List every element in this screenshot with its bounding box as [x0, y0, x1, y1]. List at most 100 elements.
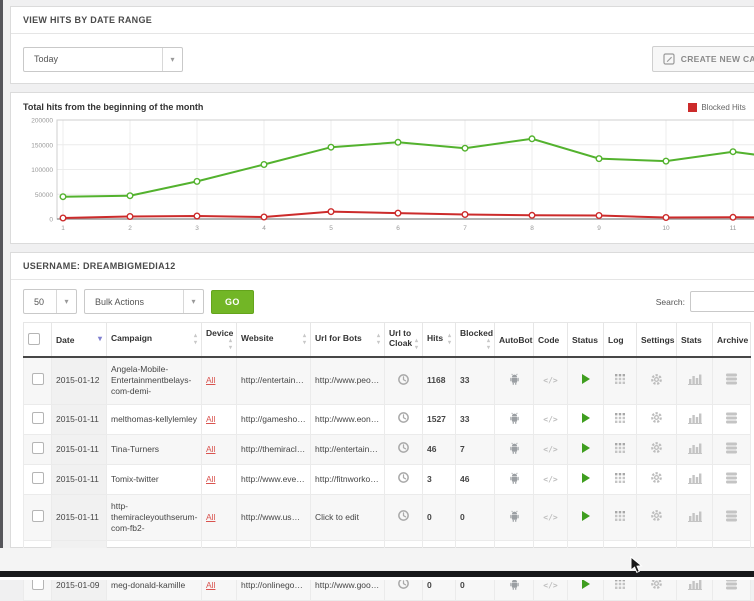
sort-both-icon: ▴ ▾ — [228, 338, 232, 351]
archive-icon[interactable] — [725, 472, 738, 484]
cloak-url-icon[interactable] — [397, 509, 410, 522]
status-play-icon[interactable] — [581, 442, 591, 454]
log-icon[interactable] — [614, 510, 626, 522]
settings-gear-icon[interactable] — [650, 471, 663, 484]
device-link[interactable]: All — [206, 375, 216, 386]
search-input[interactable] — [690, 291, 754, 312]
log-cell — [603, 356, 637, 405]
status-play-icon[interactable] — [581, 472, 591, 484]
stats-chart-cell — [676, 356, 713, 405]
stats-chart-icon[interactable] — [687, 373, 702, 386]
column-header-device[interactable]: Device ▴ ▾ — [201, 322, 237, 359]
stats-chart-icon[interactable] — [687, 442, 702, 454]
settings-gear-icon[interactable] — [650, 509, 663, 522]
cloak-url-cell — [384, 356, 423, 405]
settings-gear-icon[interactable] — [650, 373, 663, 386]
stats-chart-icon[interactable] — [687, 510, 702, 522]
select-all-checkbox[interactable] — [28, 332, 40, 345]
cloak-url-icon[interactable] — [397, 411, 410, 424]
stats-chart-icon[interactable] — [687, 472, 702, 484]
archive-icon[interactable] — [725, 412, 738, 424]
website-cell: http://gameshownews.net — [236, 403, 311, 435]
autobot-icon[interactable] — [508, 509, 521, 523]
status-play-icon[interactable] — [581, 412, 591, 424]
log-icon[interactable] — [614, 442, 626, 454]
bulk-actions-select[interactable]: Bulk Actions ▾ — [84, 289, 204, 314]
row-select-cell — [23, 433, 52, 465]
row-select-cell — [23, 403, 52, 435]
svg-text:200000: 200000 — [31, 118, 53, 125]
table-row: 2015-01-11 http-themiracleyouthserum-com-… — [23, 493, 751, 541]
log-icon[interactable] — [614, 472, 626, 484]
column-header-blocked[interactable]: Blocked ▴ ▾ — [455, 322, 495, 359]
date-range-select[interactable]: Today ▾ — [23, 46, 183, 72]
code-icon[interactable]: </> — [543, 512, 558, 522]
device-cell: All — [201, 403, 237, 435]
campaign-cell: Tina-Turners — [106, 433, 202, 465]
mouse-cursor — [630, 556, 643, 574]
column-label: Log — [608, 334, 624, 345]
column-label: Settings — [641, 334, 675, 345]
code-icon[interactable]: </> — [543, 474, 558, 484]
url_for_bots-cell[interactable]: http://www.people.com/ar... — [310, 356, 385, 405]
settings-gear-icon[interactable] — [650, 411, 663, 424]
device-link[interactable]: All — [206, 511, 216, 522]
campaign-cell: Tomix-twitter — [106, 463, 202, 495]
device-link[interactable]: All — [206, 473, 216, 484]
archive-icon[interactable] — [725, 510, 738, 522]
cloak-url-icon[interactable] — [397, 373, 410, 386]
status-play-icon[interactable] — [581, 373, 591, 385]
log-icon[interactable] — [614, 412, 626, 424]
go-button[interactable]: GO — [211, 289, 254, 314]
url_for_bots-cell[interactable]: http://fitnworkout.com/ — [310, 463, 385, 495]
row-checkbox[interactable] — [31, 411, 44, 424]
column-header-url-to-cloak[interactable]: Url to Cloak ▴ ▾ — [384, 322, 423, 359]
code-icon[interactable]: </> — [543, 376, 558, 386]
row-checkbox[interactable] — [31, 373, 44, 386]
window-bottom-bar — [0, 571, 754, 577]
cloak-url-icon[interactable] — [397, 441, 410, 454]
column-header-date[interactable]: Date ▾ — [51, 322, 107, 359]
autobot-icon[interactable] — [508, 441, 521, 455]
archive-icon[interactable] — [725, 373, 738, 385]
row-checkbox[interactable] — [31, 509, 44, 522]
hits-cell: 0 — [422, 493, 456, 541]
device-link[interactable]: All — [206, 413, 216, 424]
row-checkbox[interactable] — [31, 471, 44, 484]
column-header-url-for-bots[interactable]: Url for Bots ▴ ▾ — [310, 322, 385, 359]
svg-text:100000: 100000 — [31, 167, 53, 174]
status-play-icon[interactable] — [581, 510, 591, 522]
code-icon[interactable]: </> — [543, 580, 558, 590]
svg-text:1: 1 — [61, 225, 65, 232]
log-cell — [603, 433, 637, 465]
url_for_bots-cell[interactable]: Click to edit — [310, 493, 385, 541]
column-header-campaign[interactable]: Campaign ▴ ▾ — [106, 322, 202, 359]
code-icon[interactable]: </> — [543, 444, 558, 454]
device-link[interactable]: All — [206, 579, 216, 590]
url_for_bots-cell[interactable]: http://entertainthis.usatod... — [310, 433, 385, 465]
autobot-icon[interactable] — [508, 411, 521, 425]
settings-gear-cell — [636, 493, 677, 541]
url_for_bots-cell[interactable]: http://www.eonline.com/e... — [310, 403, 385, 435]
code-cell: </> — [533, 433, 568, 465]
stats-chart-icon[interactable] — [687, 412, 702, 424]
page-background — [0, 548, 754, 571]
svg-text:3: 3 — [195, 225, 199, 232]
log-icon[interactable] — [614, 373, 626, 385]
archive-icon[interactable] — [725, 442, 738, 454]
sort-both-icon: ▴ ▾ — [193, 333, 197, 346]
sort-both-icon: ▴ ▾ — [414, 338, 418, 351]
column-header-hits[interactable]: Hits ▴ ▾ — [422, 322, 456, 359]
device-link[interactable]: All — [206, 443, 216, 454]
settings-gear-icon[interactable] — [650, 441, 663, 454]
autobot-icon[interactable] — [508, 471, 521, 485]
row-checkbox[interactable] — [31, 441, 44, 454]
blocked-cell: 7 — [455, 433, 495, 465]
autobot-icon[interactable] — [508, 372, 521, 386]
cloak-url-cell — [384, 493, 423, 541]
create-new-campaign-button[interactable]: CREATE NEW CAMPAIGN — [651, 46, 754, 72]
code-icon[interactable]: </> — [543, 414, 558, 424]
page-size-select[interactable]: 50 ▾ — [23, 289, 77, 314]
cloak-url-icon[interactable] — [397, 471, 410, 484]
column-header-website[interactable]: Website ▴ ▾ — [236, 322, 311, 359]
